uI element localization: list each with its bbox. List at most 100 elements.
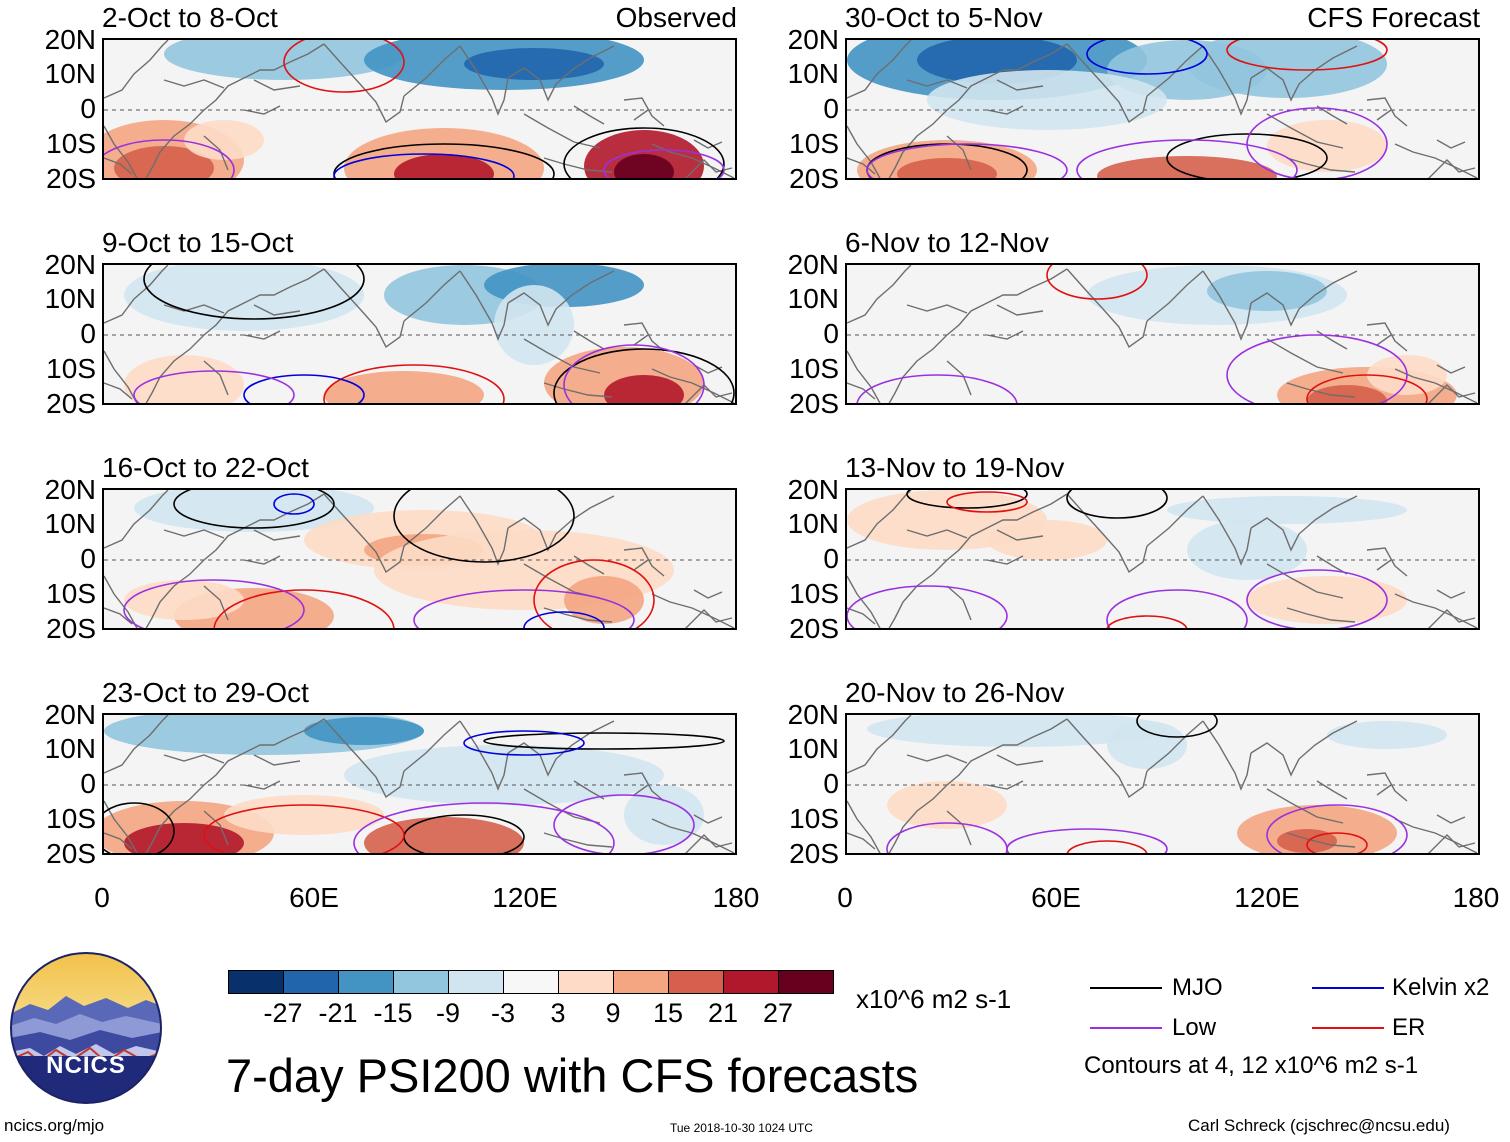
wave-contour (1136, 715, 1218, 738)
coastline (243, 555, 281, 565)
logo-text: NCICS (46, 1052, 126, 1079)
wave-contour (553, 348, 735, 403)
psi-anomaly-shade (304, 717, 424, 745)
colorbar-bin (558, 970, 614, 994)
panel-title: 13-Nov to 19-Nov (845, 452, 1065, 483)
coastline (203, 585, 229, 621)
wave-contour (1106, 615, 1188, 628)
colorbar-tick-label: 21 (707, 998, 739, 1028)
coastline (1202, 270, 1252, 341)
coastline (403, 720, 461, 772)
wave-contour (563, 127, 725, 178)
coastline (1376, 784, 1392, 796)
psi-anomaly-shade (867, 715, 1167, 747)
coastline (203, 360, 229, 396)
lat-label: 20N (44, 699, 96, 730)
legend-label-mjo: MJO (1172, 974, 1223, 1001)
psi-anomaly-shade (1327, 721, 1447, 749)
coastline (253, 529, 301, 541)
coastline (104, 40, 169, 99)
coastline (1376, 334, 1392, 346)
lat-label: 10S (789, 803, 839, 834)
panel-title: 30-Oct to 5-Nov (845, 2, 1043, 33)
coastline (996, 754, 1044, 766)
colorbar-tick-label: 27 (762, 998, 794, 1028)
coastline (323, 268, 405, 349)
coastline (623, 97, 665, 127)
coastline (623, 322, 665, 352)
coastline (1366, 322, 1408, 352)
coastline (1428, 384, 1476, 403)
coastline (1286, 157, 1356, 173)
coastline (507, 45, 615, 102)
lat-label: 0 (823, 768, 839, 799)
psi-anomaly-shade (987, 520, 1107, 560)
psi-anomaly-shade (1167, 496, 1407, 524)
wave-contour (483, 732, 725, 750)
colorbar-tick-label: 9 (605, 998, 621, 1028)
legend-swatch-er (1312, 1027, 1384, 1029)
coastline (986, 780, 1024, 790)
coastline (847, 350, 881, 403)
psi-anomaly-shade (344, 128, 544, 178)
coastline (145, 43, 325, 178)
coastline (633, 109, 649, 121)
coastline (243, 780, 281, 790)
wave-contour (1076, 139, 1298, 178)
coastline (403, 45, 461, 97)
wave-contour (563, 344, 705, 403)
lat-label: 20N (787, 24, 839, 55)
wave-contour (1166, 133, 1328, 178)
coastline (847, 800, 881, 853)
coastline (847, 265, 912, 324)
coastline (847, 125, 881, 178)
wave-contour (104, 139, 235, 178)
coastline (543, 832, 613, 848)
footer-url[interactable]: ncics.org/mjo (4, 1116, 105, 1135)
coastline (996, 529, 1044, 541)
lat-label: 10S (789, 578, 839, 609)
wave-contour (946, 491, 1028, 513)
coastline (847, 490, 912, 549)
lat-label: 10S (789, 128, 839, 159)
wave-contour (353, 802, 615, 853)
wave-contour (393, 490, 575, 563)
psi-anomaly-shade (124, 265, 364, 331)
map-panel-p-oct23 (102, 713, 737, 855)
lat-label: 20N (44, 474, 96, 505)
lat-label: 0 (823, 318, 839, 349)
colorbar-bin (448, 970, 504, 994)
coastline (986, 330, 1024, 340)
coastline (633, 559, 649, 571)
coastline (1202, 495, 1252, 566)
psi-anomaly-shade (1247, 576, 1407, 624)
colorbar-bin (503, 970, 559, 994)
map-panel-field (104, 490, 735, 628)
coastline (459, 495, 509, 566)
coastline (163, 754, 225, 764)
contours-note: Contours at 4, 12 x10^6 m2 s-1 (1084, 1052, 1419, 1079)
lon-label-180: 180 (712, 882, 760, 913)
coastline (1366, 547, 1408, 577)
colorbar-bin (668, 970, 724, 994)
coastline (1266, 788, 1344, 824)
map-panel-p-oct02 (102, 38, 737, 180)
colorbar-bin (338, 970, 394, 994)
lat-label: 20N (44, 249, 96, 280)
coastline (323, 493, 405, 574)
coastline (888, 493, 1068, 628)
coastline (1250, 495, 1358, 552)
coastline (163, 79, 225, 89)
map-panel-field (847, 715, 1478, 853)
coastline (104, 607, 133, 625)
coastline (1266, 563, 1344, 599)
lon-label-120e: 120E (492, 882, 558, 913)
coastline (1316, 780, 1348, 800)
wave-contour (1006, 828, 1168, 853)
coastline (523, 113, 601, 149)
psi-anomaly-shade (224, 795, 384, 835)
lat-label: 10N (787, 733, 839, 764)
coastline (1316, 105, 1348, 125)
legend-label-kelvin: Kelvin x2 (1392, 974, 1490, 1001)
psi-anomaly-shade (1207, 271, 1327, 311)
